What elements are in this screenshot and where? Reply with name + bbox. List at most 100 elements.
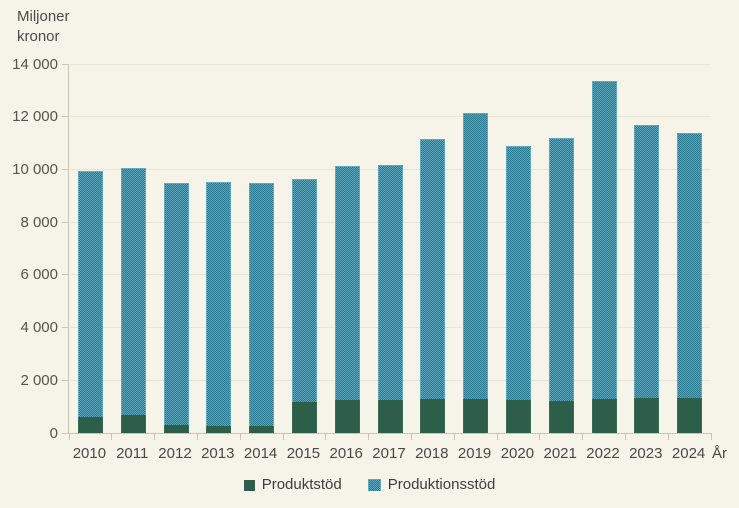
bar-2015 bbox=[291, 178, 317, 433]
segment-produktstod-2016 bbox=[334, 400, 360, 433]
y-axis-tick bbox=[62, 327, 69, 329]
bar-2024 bbox=[677, 132, 703, 433]
x-axis-tick bbox=[539, 433, 541, 440]
x-tick-label-2013: 2013 bbox=[201, 445, 235, 462]
segment-produktstod-2019 bbox=[463, 399, 489, 433]
x-axis-tick bbox=[667, 433, 669, 440]
segment-produktionsstod-2023 bbox=[634, 124, 660, 399]
legend-label: Produktstöd bbox=[261, 476, 342, 493]
x-axis-tick bbox=[410, 433, 412, 440]
segment-produktstod-2023 bbox=[634, 398, 660, 433]
y-axis-tick bbox=[62, 63, 69, 65]
segment-produktionsstod-2014 bbox=[249, 182, 275, 426]
y-tick-label-2000: 2 000 bbox=[20, 371, 58, 389]
y-axis-tick bbox=[62, 274, 69, 276]
bar-2020 bbox=[505, 145, 531, 433]
segment-produktstod-2021 bbox=[548, 400, 574, 433]
y-axis-tick-labels: 0 2 000 4 000 6 000 8 000 10 000 12 000 14 000 bbox=[0, 56, 58, 442]
x-axis-tick bbox=[154, 433, 156, 440]
bar-2022 bbox=[591, 81, 617, 433]
bar-2011 bbox=[120, 168, 146, 433]
bar-2023 bbox=[634, 124, 660, 433]
segment-produktionsstod-2021 bbox=[548, 137, 574, 401]
x-axis-tick bbox=[68, 433, 70, 440]
segment-produktionsstod-2015 bbox=[291, 178, 317, 402]
bar-2021 bbox=[548, 137, 574, 433]
x-axis-tick bbox=[710, 433, 712, 440]
segment-produktionsstod-2010 bbox=[77, 170, 103, 418]
segment-produktionsstod-2019 bbox=[463, 112, 489, 399]
x-tick-label-2018: 2018 bbox=[415, 445, 449, 462]
x-tick-label-2017: 2017 bbox=[372, 445, 406, 462]
legend-item-produktionsstod: Produktionsstöd bbox=[367, 476, 496, 494]
bar-2014 bbox=[249, 182, 275, 433]
x-tick-label-2015: 2015 bbox=[286, 445, 321, 462]
legend-swatch-icon bbox=[367, 479, 381, 491]
segment-produktstod-2013 bbox=[206, 426, 232, 433]
legend-item-produktstod: Produktstöd bbox=[243, 476, 342, 494]
x-tick-label-2023: 2023 bbox=[629, 445, 663, 462]
x-tick-label-2010: 2010 bbox=[72, 445, 107, 462]
x-axis-tick bbox=[453, 433, 455, 440]
x-tick-label-2020: 2020 bbox=[500, 445, 535, 462]
bar-2010 bbox=[77, 170, 103, 433]
segment-produktionsstod-2018 bbox=[420, 139, 446, 399]
segment-produktionsstod-2012 bbox=[163, 183, 189, 425]
segment-produktionsstod-2011 bbox=[120, 168, 146, 416]
y-tick-label-10000: 10 000 bbox=[12, 160, 58, 178]
plot-area bbox=[62, 63, 712, 440]
gridline-12000 bbox=[69, 116, 711, 118]
x-axis-tick bbox=[624, 433, 626, 440]
segment-produktionsstod-2013 bbox=[206, 182, 232, 427]
bar-2018 bbox=[420, 139, 446, 433]
legend-label: Produktionsstöd bbox=[387, 476, 496, 493]
y-tick-label-6000: 6 000 bbox=[20, 266, 58, 284]
segment-produktstod-2017 bbox=[377, 399, 403, 433]
bar-2019 bbox=[463, 112, 489, 433]
chart-legend: Produktstöd Produktionsstöd bbox=[0, 474, 739, 496]
segment-produktstod-2024 bbox=[677, 398, 703, 433]
y-axis-tick bbox=[62, 379, 69, 381]
x-axis-tick bbox=[282, 433, 284, 440]
y-axis-tick bbox=[62, 168, 69, 170]
x-axis-tick bbox=[368, 433, 370, 440]
bar-2016 bbox=[334, 165, 360, 433]
segment-produktionsstod-2020 bbox=[505, 145, 531, 400]
legend-swatch-icon bbox=[243, 479, 255, 491]
segment-produktstod-2015 bbox=[291, 401, 317, 433]
segment-produktstod-2018 bbox=[420, 398, 446, 433]
segment-produktstod-2022 bbox=[591, 398, 617, 433]
x-axis-tick bbox=[239, 433, 241, 440]
y-tick-label-0: 0 bbox=[49, 424, 58, 442]
segment-produktstod-2010 bbox=[77, 417, 103, 433]
segment-produktstod-2020 bbox=[505, 399, 531, 433]
x-tick-label-2024: 2024 bbox=[671, 445, 706, 462]
bar-2013 bbox=[206, 182, 232, 433]
y-axis-tick bbox=[62, 221, 69, 223]
x-tick-label-2011: 2011 bbox=[116, 445, 149, 462]
gridline-14000 bbox=[69, 63, 711, 65]
x-axis-tick bbox=[582, 433, 584, 440]
x-axis-tick bbox=[325, 433, 327, 440]
x-tick-label-2019: 2019 bbox=[457, 445, 492, 462]
x-axis-tick bbox=[111, 433, 113, 440]
x-axis-tick bbox=[496, 433, 498, 440]
y-tick-label-4000: 4 000 bbox=[20, 319, 58, 337]
x-tick-label-2022: 2022 bbox=[586, 445, 620, 462]
x-tick-label-2016: 2016 bbox=[329, 445, 363, 462]
segment-produktionsstod-2022 bbox=[591, 81, 617, 399]
segment-produktstod-2011 bbox=[120, 415, 146, 433]
bar-2012 bbox=[163, 183, 189, 433]
x-tick-label-2021: 2021 bbox=[543, 445, 577, 462]
segment-produktionsstod-2017 bbox=[377, 164, 403, 400]
segment-produktstod-2014 bbox=[249, 425, 275, 433]
y-axis-tick bbox=[62, 116, 69, 118]
x-tick-label-2014: 2014 bbox=[243, 445, 278, 462]
x-axis-title: År bbox=[712, 445, 727, 462]
y-axis-title: Miljoner kronor bbox=[17, 8, 70, 45]
x-axis-tick-labels: 2010 2011 2012 2013 2014 2015 2016 2017 2018 2019… bbox=[68, 444, 710, 464]
segment-produktionsstod-2016 bbox=[334, 165, 360, 401]
bar-2017 bbox=[377, 164, 403, 433]
y-tick-label-8000: 8 000 bbox=[20, 213, 58, 231]
